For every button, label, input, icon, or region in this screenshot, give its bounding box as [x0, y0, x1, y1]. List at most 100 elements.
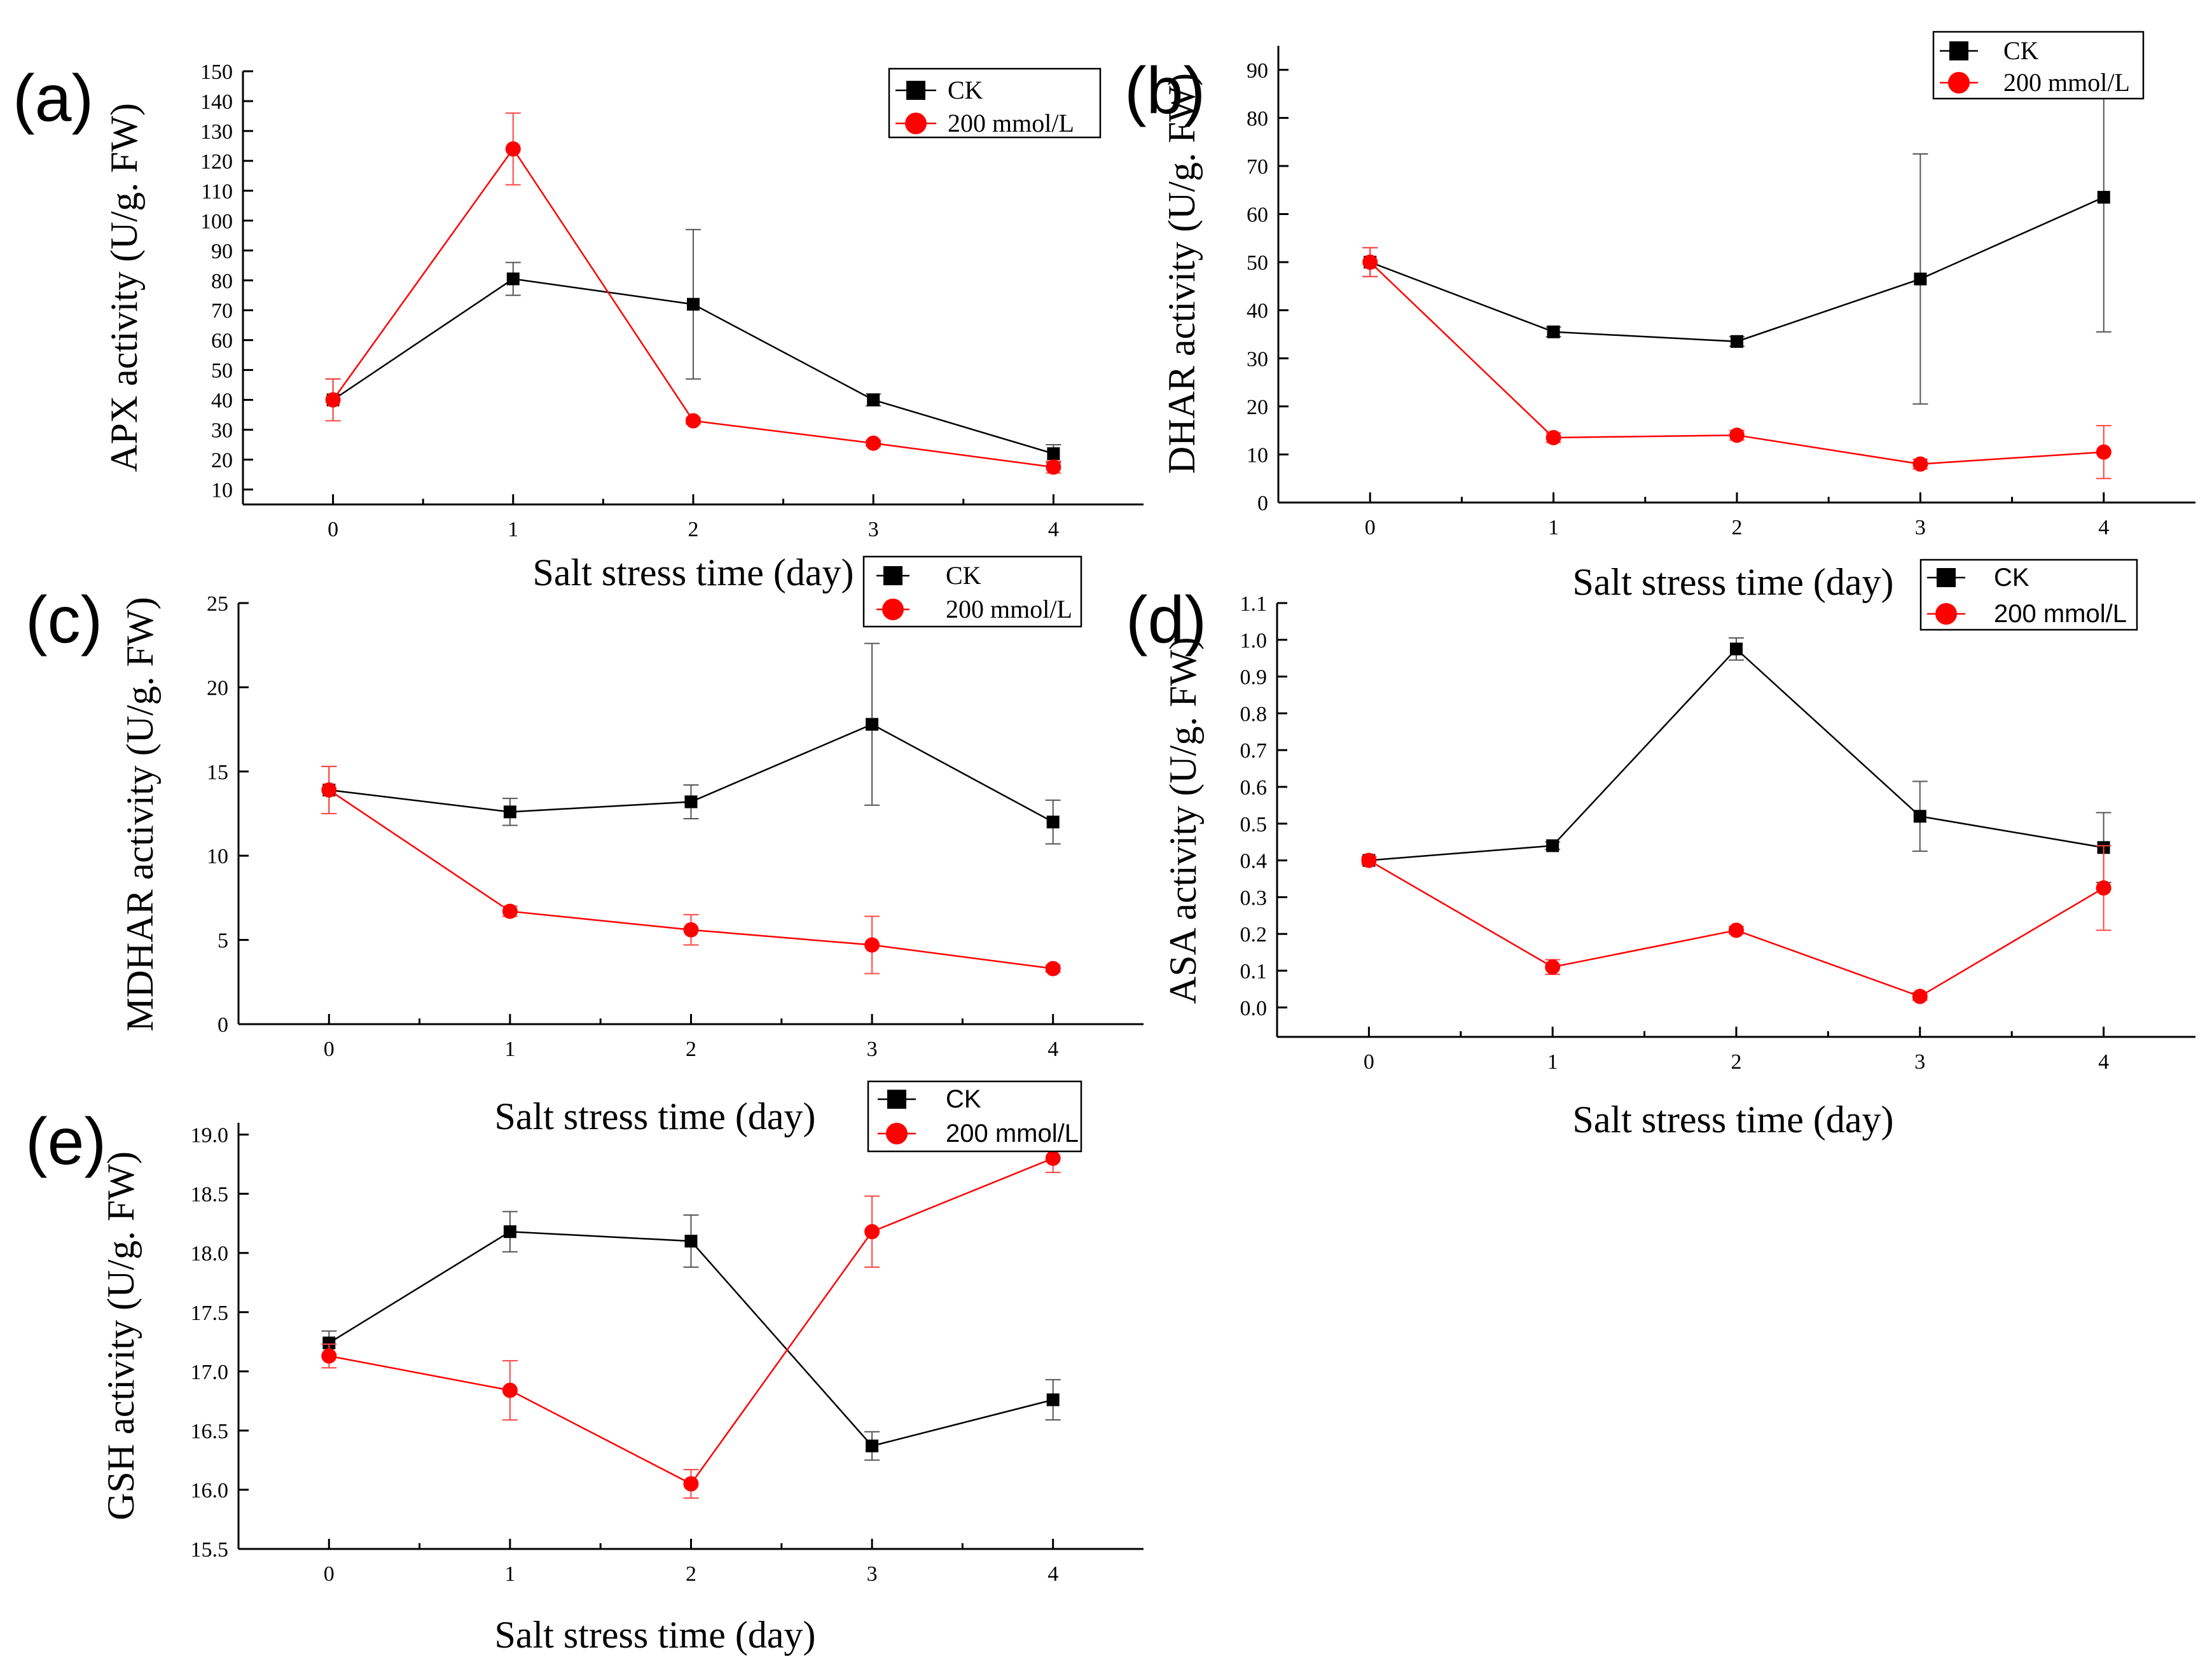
legend-label: CK — [946, 1085, 981, 1113]
data-point — [1729, 922, 1744, 938]
legend-marker — [1937, 568, 1956, 587]
data-point — [1046, 459, 1061, 475]
y-tick-label: 50 — [1247, 251, 1268, 275]
y-tick-label: 15 — [207, 761, 228, 784]
data-point — [866, 1440, 879, 1453]
data-point — [321, 782, 337, 798]
y-tick-label: 70 — [211, 300, 233, 323]
y-tick-label: 90 — [211, 240, 233, 263]
y-tick-label: 16.0 — [191, 1479, 229, 1503]
panel-label-e: (e) — [25, 1105, 106, 1179]
y-tick-label: 20 — [211, 449, 233, 473]
x-tick-label: 0 — [328, 518, 338, 541]
x-tick-label: 1 — [508, 518, 518, 541]
data-point — [503, 1225, 516, 1239]
y-tick-label: 5 — [218, 929, 228, 953]
y-tick-label: 140 — [200, 90, 233, 114]
y-tick-label: 30 — [211, 419, 233, 443]
series-ck — [1361, 637, 2112, 884]
data-point — [2097, 191, 2110, 204]
series-ck — [1362, 62, 2112, 405]
data-point — [687, 298, 700, 311]
x-tick-label: 1 — [1547, 1050, 1558, 1074]
x-tick-label: 3 — [1914, 1050, 1925, 1074]
x-tick-label: 3 — [867, 1038, 878, 1061]
x-tick-label: 2 — [1731, 1050, 1742, 1074]
x-tick-label: 3 — [1915, 516, 1926, 539]
data-point — [1046, 816, 1060, 829]
panel-label-a: (a) — [13, 62, 93, 135]
y-tick-label: 0.9 — [1240, 666, 1268, 690]
y-tick-label: 0.7 — [1240, 739, 1268, 763]
x-axis-title: Salt stress time (day) — [495, 1614, 816, 1656]
panel-label-c: (c) — [25, 583, 102, 657]
legend-label: 200 mmol/L — [2003, 68, 2130, 97]
legend: CK 200 mmol/L — [862, 555, 1082, 628]
x-tick-label: 3 — [868, 518, 879, 541]
legend-marker — [906, 81, 925, 100]
series-salt — [321, 765, 1061, 976]
x-tick-label: 4 — [2098, 516, 2109, 539]
y-tick-label: 60 — [211, 330, 233, 353]
series-salt — [1362, 247, 2112, 480]
y-tick-label: 20 — [1247, 396, 1268, 419]
panel-label-d: (d) — [1126, 583, 1206, 657]
series-salt — [321, 1143, 1061, 1499]
legend-marker — [883, 566, 902, 585]
y-axis-title: MDHAR activity (U/g. FW) — [119, 597, 161, 1031]
legend-label: 200 mmol/L — [946, 1120, 1079, 1148]
y-tick-label: 25 — [207, 592, 228, 616]
panel-a: (a) 10 20 30 40 50 60 70 80 90 100 110 120 130 140 150 0… — [13, 60, 1144, 594]
y-tick-label: 60 — [1247, 204, 1268, 227]
legend-marker — [882, 599, 904, 620]
legend-marker — [887, 1090, 906, 1109]
series-salt — [325, 112, 1061, 475]
data-point — [1546, 839, 1559, 852]
y-tick-label: 0.0 — [1240, 997, 1268, 1020]
legend-label: 200 mmol/L — [946, 595, 1072, 623]
data-point — [684, 795, 698, 809]
data-point — [1912, 989, 1928, 1004]
data-point — [686, 413, 701, 429]
data-point — [864, 1224, 880, 1240]
panel-b: (b) 0 10 20 30 40 50 60 70 80 90 0 1 2 3 4 Salt stress t… — [1124, 31, 2195, 603]
legend-marker — [1948, 72, 1970, 94]
x-tick-label: 0 — [324, 1038, 335, 1061]
y-tick-label: 0.1 — [1240, 960, 1268, 983]
y-tick-label: 19.0 — [191, 1124, 229, 1148]
y-tick-label: 0.2 — [1240, 923, 1268, 947]
data-point — [683, 922, 699, 938]
y-tick-label: 130 — [200, 120, 233, 144]
x-tick-label: 2 — [686, 1038, 696, 1061]
data-point — [1362, 254, 1378, 270]
data-point — [866, 435, 881, 451]
y-tick-label: 17.5 — [191, 1302, 229, 1325]
data-point — [502, 903, 518, 919]
legend: CK 200 mmol/L — [1919, 559, 2138, 631]
x-tick-label: 2 — [688, 518, 699, 541]
series-line — [329, 1157, 1054, 1485]
x-tick-label: 4 — [2098, 1050, 2109, 1074]
data-point — [867, 393, 880, 406]
data-point — [1545, 429, 1561, 445]
data-point — [1547, 325, 1560, 338]
y-tick-label: 20 — [207, 676, 228, 700]
x-tick-label: 4 — [1048, 518, 1059, 541]
y-tick-label: 40 — [211, 389, 233, 413]
x-tick-label: 0 — [324, 1562, 335, 1586]
legend-box — [1919, 559, 2138, 631]
data-point — [1046, 1393, 1060, 1406]
panel-e: (e) 15.5 16.0 16.5 17.0 17.5 18.0 18.5 19.0 0 1 2 3 4… — [25, 1080, 1144, 1656]
y-axis-title: ASA activity (U/g. FW) — [1162, 637, 1204, 1004]
data-point — [1731, 335, 1743, 348]
data-point — [1912, 456, 1928, 472]
y-axis-title: GSH activity (U/g. FW) — [100, 1151, 142, 1520]
x-tick-label: 4 — [1047, 1562, 1058, 1586]
legend-label: CK — [2003, 36, 2039, 65]
legend: CK 200 mmol/L — [888, 67, 1102, 139]
y-tick-label: 100 — [200, 210, 233, 233]
data-point — [1047, 447, 1060, 461]
data-point — [325, 392, 341, 408]
y-tick-label: 0.5 — [1240, 813, 1268, 836]
x-tick-label: 0 — [1365, 516, 1376, 539]
